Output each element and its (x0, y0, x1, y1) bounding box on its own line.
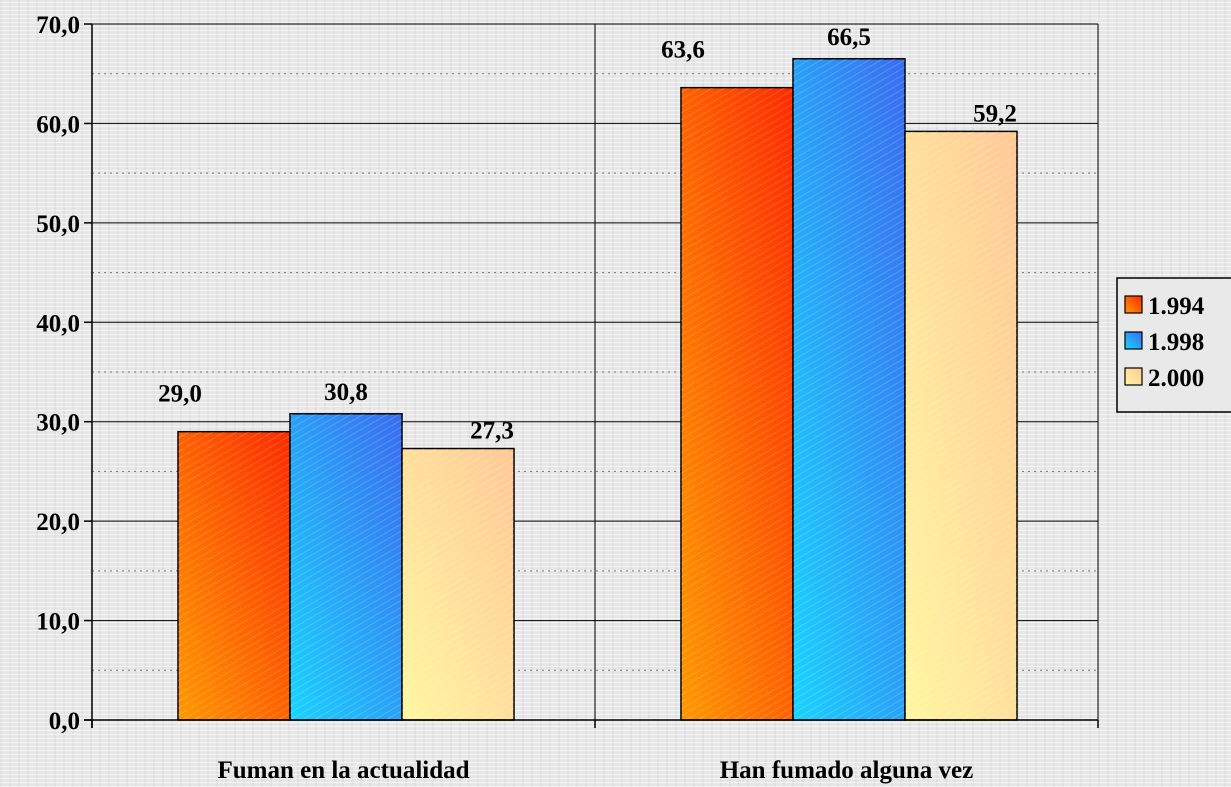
legend: 1.994 1.998 2.000 (1117, 278, 1231, 412)
bar-texture (681, 88, 793, 720)
data-label: 63,6 (661, 37, 705, 64)
bar-texture (178, 432, 290, 720)
data-label: 29,0 (158, 381, 202, 408)
y-tick-label: 20,0 (36, 509, 80, 536)
data-label: 30,8 (324, 379, 368, 406)
legend-swatch-1.994 (1125, 296, 1142, 313)
category-label: Han fumado alguna vez (720, 757, 974, 784)
data-label: 66,5 (827, 24, 871, 51)
category-label: Fuman en la actualidad (217, 757, 469, 784)
bar-texture (290, 414, 402, 720)
y-tick-label: 60,0 (36, 111, 80, 138)
y-tick-label: 30,0 (36, 410, 80, 437)
y-tick-label: 0,0 (49, 708, 80, 735)
bar-texture (905, 131, 1017, 720)
bar-texture (793, 59, 905, 720)
legend-swatch-1.998 (1125, 332, 1142, 349)
data-label: 27,3 (470, 418, 514, 445)
legend-label: 1.998 (1148, 329, 1204, 356)
y-tick-label: 40,0 (36, 310, 80, 337)
y-tick-label: 70,0 (36, 12, 80, 39)
y-tick-label: 50,0 (36, 211, 80, 238)
legend-label: 1.994 (1148, 293, 1205, 320)
bar-texture (402, 449, 514, 720)
legend-swatch-2.000 (1125, 368, 1142, 385)
y-tick-label: 10,0 (36, 609, 80, 636)
data-label: 59,2 (973, 100, 1017, 127)
legend-label: 2.000 (1148, 365, 1204, 392)
